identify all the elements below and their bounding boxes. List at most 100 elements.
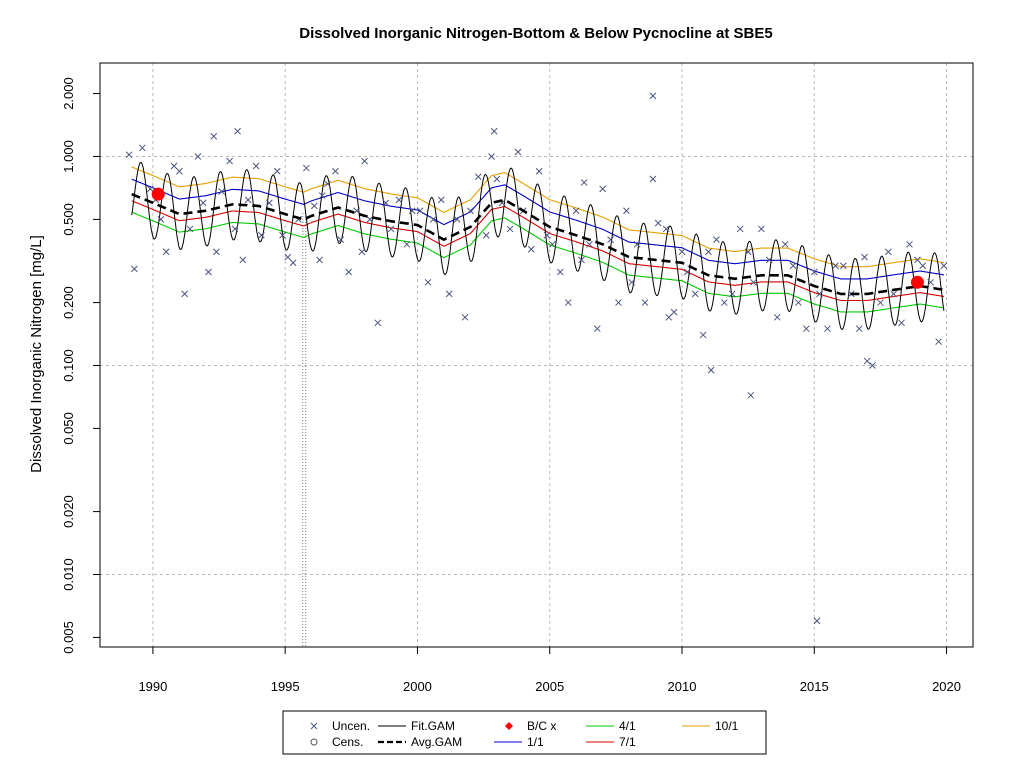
uncensored-point bbox=[358, 248, 366, 256]
uncensored-point bbox=[578, 256, 585, 264]
uncensored-point bbox=[810, 268, 818, 276]
uncensored-point bbox=[824, 325, 831, 333]
uncensored-point bbox=[633, 240, 641, 248]
uncensored-point bbox=[474, 173, 482, 181]
uncensored-point bbox=[877, 299, 884, 306]
uncensored-point bbox=[713, 236, 720, 243]
legend-label: 7/1 bbox=[619, 735, 636, 749]
uncensored-point bbox=[146, 185, 154, 193]
uncensored-point bbox=[906, 240, 913, 248]
series-10-1-line bbox=[131, 166, 944, 268]
y-tick-label: 0.005 bbox=[61, 621, 76, 654]
uncensored-point bbox=[424, 278, 432, 286]
uncensored-point bbox=[199, 199, 207, 207]
uncensored-point bbox=[781, 240, 789, 248]
uncensored-point bbox=[890, 290, 897, 298]
uncensored-point bbox=[813, 617, 821, 625]
uncensored-point bbox=[678, 248, 686, 256]
uncensored-point bbox=[252, 162, 260, 170]
uncensored-point bbox=[289, 259, 297, 267]
uncensored-point bbox=[527, 245, 535, 253]
legend-label: 10/1 bbox=[715, 719, 739, 733]
uncensored-point bbox=[445, 290, 453, 298]
avg-gam-line bbox=[131, 192, 945, 296]
uncensored-point bbox=[279, 231, 286, 239]
uncensored-point bbox=[707, 366, 715, 374]
uncensored-point bbox=[437, 196, 445, 204]
uncensored-point bbox=[239, 256, 247, 264]
uncensored-point bbox=[310, 202, 318, 210]
uncensored-point bbox=[345, 268, 353, 276]
chart-title: Dissolved Inorganic Nitrogen-Bottom & Be… bbox=[299, 25, 772, 42]
uncensored-point bbox=[429, 216, 437, 223]
uncensored-point bbox=[861, 253, 868, 261]
uncensored-point bbox=[728, 290, 736, 298]
uncensored-point bbox=[750, 278, 757, 286]
uncensored-point bbox=[382, 199, 390, 207]
uncensored-point bbox=[210, 132, 218, 140]
bc-point bbox=[910, 275, 924, 289]
uncensored-point bbox=[607, 236, 614, 243]
y-tick-label: 0.200 bbox=[61, 286, 76, 319]
uncensored-point bbox=[514, 148, 522, 156]
uncensored-point bbox=[593, 325, 601, 333]
uncensored-point bbox=[802, 325, 810, 333]
legend-label: Uncen. bbox=[332, 719, 370, 733]
uncensored-point bbox=[543, 231, 551, 239]
uncensored-point bbox=[403, 240, 411, 248]
uncensored-point bbox=[832, 262, 839, 270]
legend-label: Fit.GAM bbox=[411, 719, 455, 733]
uncensored-point bbox=[699, 331, 707, 339]
uncensored-point bbox=[231, 225, 239, 233]
grid bbox=[100, 63, 973, 647]
uncensored-point bbox=[366, 216, 374, 223]
uncensored-point bbox=[490, 127, 498, 135]
uncensored-point bbox=[691, 290, 699, 298]
uncensored-point bbox=[138, 144, 146, 152]
uncensored-point bbox=[482, 231, 490, 239]
uncensored-point bbox=[157, 216, 165, 223]
legend-label: B/C x bbox=[527, 719, 556, 733]
legend-box bbox=[282, 710, 767, 755]
uncensored-point bbox=[940, 262, 948, 270]
uncensored-point bbox=[670, 308, 678, 316]
uncensored-point bbox=[564, 299, 572, 306]
uncensored-point bbox=[789, 262, 797, 270]
uncensored-point bbox=[467, 207, 474, 215]
x-tick-label: 2000 bbox=[403, 679, 432, 694]
uncensored-point bbox=[218, 188, 226, 195]
uncensored-point bbox=[641, 299, 649, 306]
uncensored-point bbox=[273, 167, 281, 175]
uncensored-point bbox=[258, 231, 265, 239]
uncensored-point bbox=[488, 153, 495, 160]
uncensored-point bbox=[332, 167, 339, 175]
uncensored-point bbox=[683, 268, 691, 276]
uncensored-point bbox=[176, 167, 183, 175]
series-7-1-line bbox=[131, 200, 945, 302]
series-1-1-line bbox=[131, 178, 945, 280]
uncensored-point bbox=[863, 357, 871, 365]
uncensored-point bbox=[816, 290, 823, 298]
uncensored-point bbox=[361, 157, 368, 165]
uncensored-point bbox=[181, 290, 189, 298]
uncensored-point bbox=[795, 299, 802, 306]
y-axis: 0.005 0.010 0.020 0.050 0.100 0.200 0.500 1.000… bbox=[61, 77, 100, 654]
uncensored-point bbox=[194, 153, 202, 160]
legend-label: Cens. bbox=[332, 735, 363, 749]
uncensored-point bbox=[395, 196, 403, 204]
bc-point bbox=[151, 187, 165, 201]
uncensored-point bbox=[337, 236, 345, 243]
uncensored-point bbox=[615, 299, 622, 306]
uncensored-point bbox=[302, 164, 310, 172]
uncensored-point bbox=[744, 248, 752, 256]
y-tick-label: 0.020 bbox=[61, 495, 76, 528]
uncensored-point bbox=[720, 299, 728, 306]
uncensored-point bbox=[654, 219, 662, 227]
y-tick-label: 0.050 bbox=[61, 412, 76, 445]
uncensored-point bbox=[244, 196, 252, 204]
uncensored-point bbox=[649, 92, 657, 100]
y-tick-label: 2.000 bbox=[61, 77, 76, 110]
uncensored-point bbox=[705, 248, 712, 256]
avg-gam-path bbox=[131, 192, 945, 296]
